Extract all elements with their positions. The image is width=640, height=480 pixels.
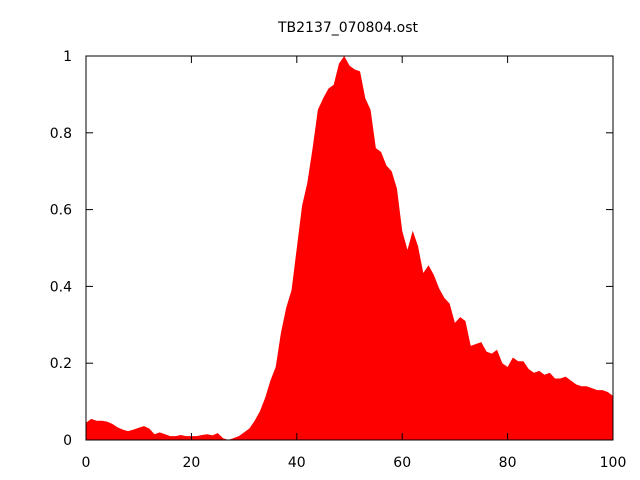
x-tick-label: 20 (182, 455, 200, 471)
chart-title: TB2137_070804.ost (277, 20, 419, 36)
y-axis: 0 0.2 0.4 0.6 0.8 1 (50, 49, 613, 449)
y-tick-label: 1 (63, 49, 72, 65)
y-tick-label: 0.6 (50, 203, 72, 219)
x-tick-label: 60 (393, 455, 411, 471)
x-tick-label: 40 (288, 455, 306, 471)
y-tick-label: 0 (63, 433, 72, 449)
y-tick-label: 0.4 (50, 279, 72, 295)
plot-frame (85, 55, 614, 441)
y-tick-label: 0.8 (50, 126, 72, 142)
x-tick-label: 80 (499, 455, 517, 471)
x-tick-label: 100 (600, 455, 627, 471)
x-tick-label: 0 (82, 455, 91, 471)
y-tick-label: 0.2 (50, 356, 72, 372)
x-axis: 0 20 40 60 80 100 (82, 56, 627, 471)
plot-area (85, 55, 614, 441)
series-area (86, 56, 613, 440)
